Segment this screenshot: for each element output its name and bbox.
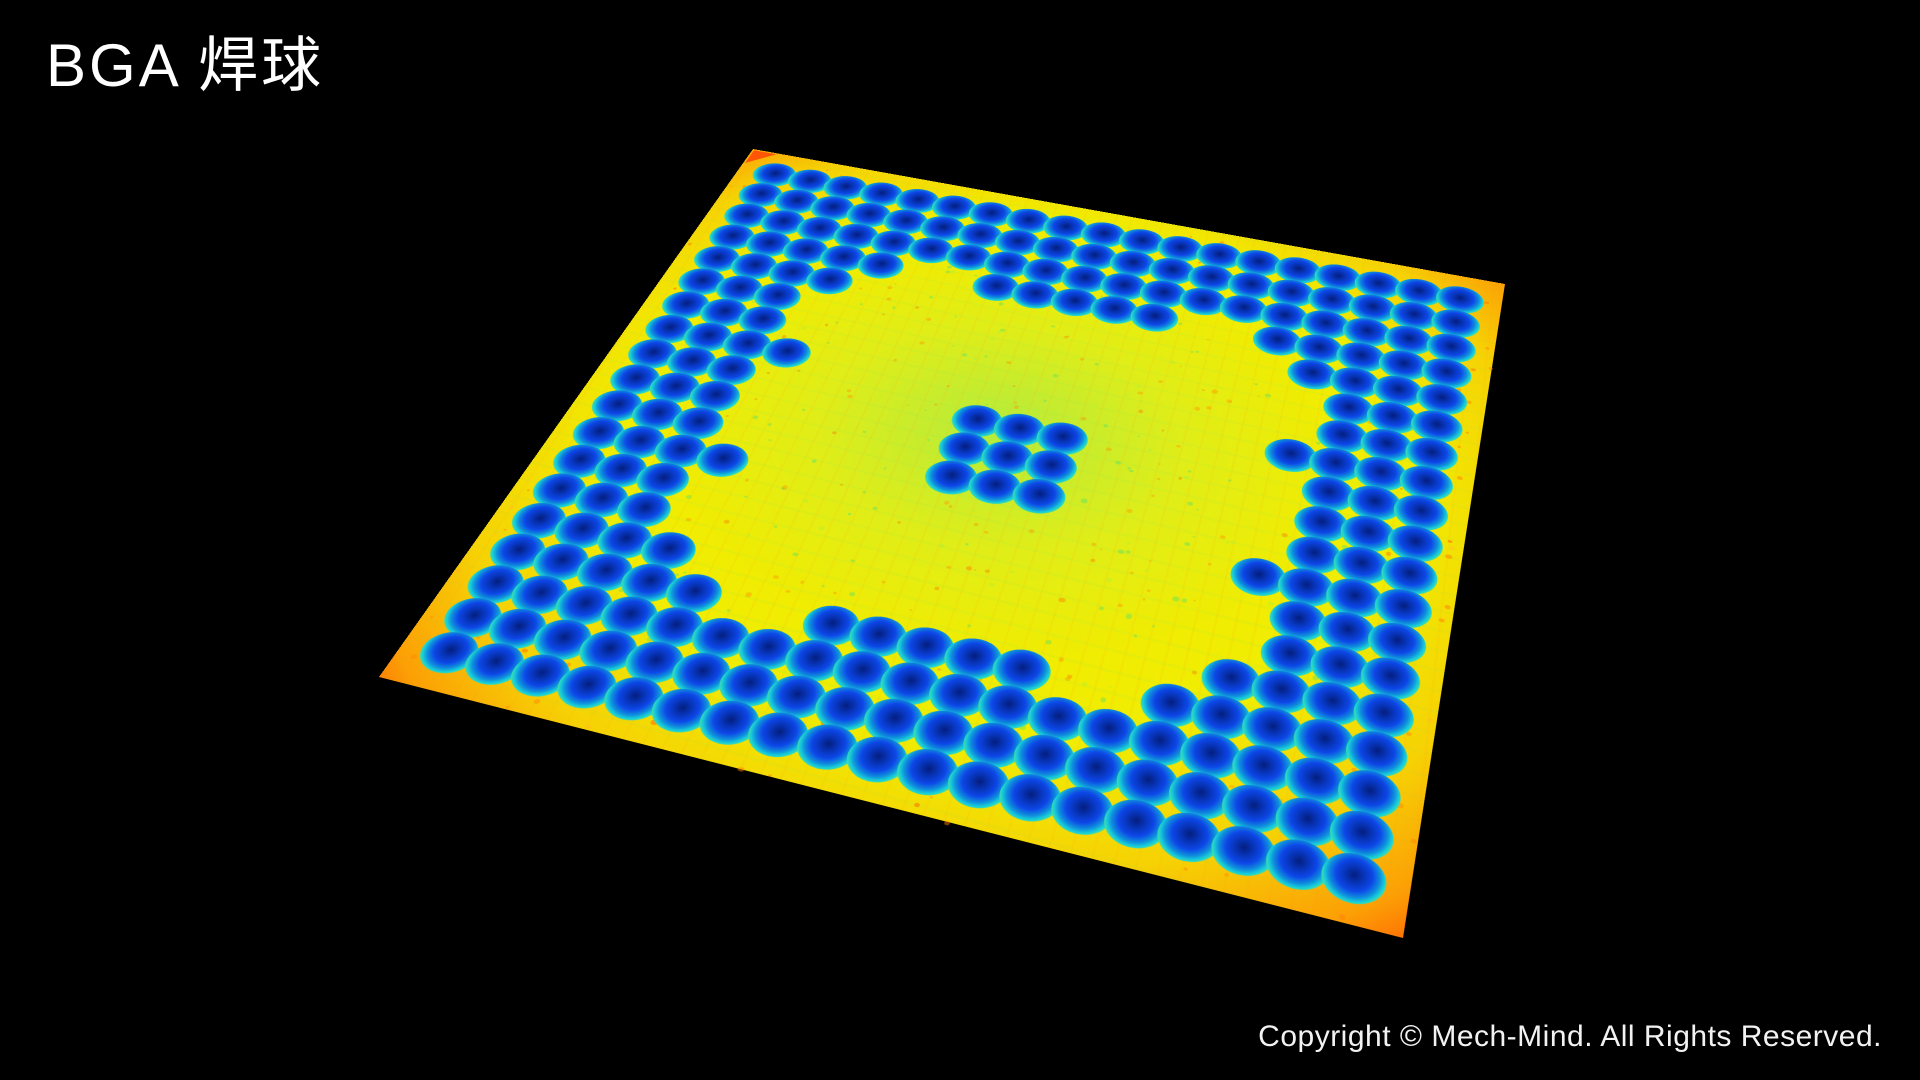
- solder-balls: [379, 149, 1505, 938]
- bga-chip-surface: [378, 149, 1505, 938]
- page-title: BGA 焊球: [46, 32, 325, 99]
- copyright-text: Copyright © Mech-Mind. All Rights Reserv…: [1258, 1020, 1882, 1053]
